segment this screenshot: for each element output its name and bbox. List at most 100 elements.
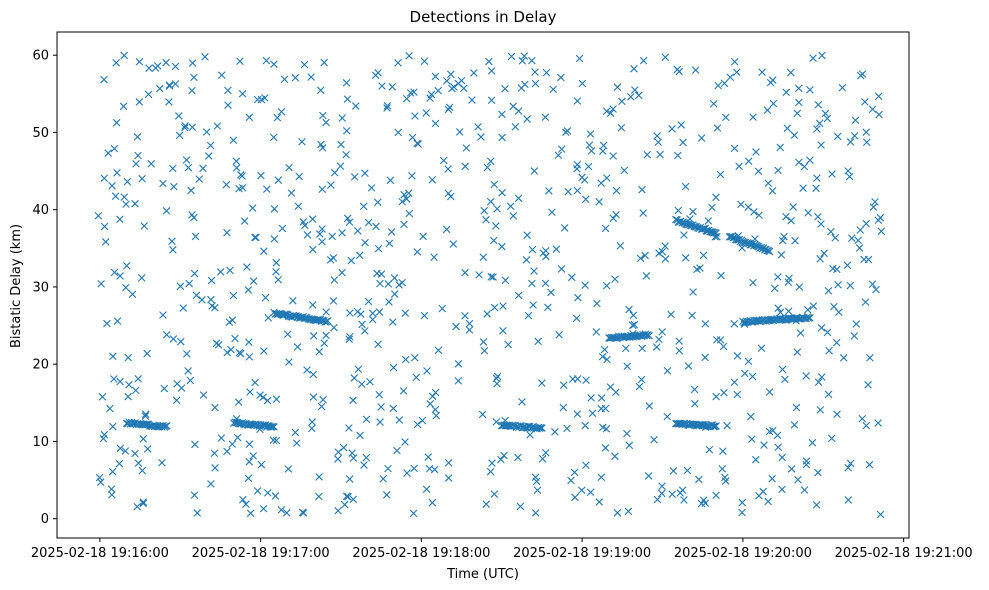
detection-point — [123, 177, 132, 186]
detection-point — [216, 268, 225, 276]
detection-point — [298, 137, 306, 146]
detection-point — [461, 162, 469, 171]
detection-point — [688, 311, 696, 320]
detection-point — [581, 421, 590, 430]
detection-point — [769, 426, 777, 435]
detection-point — [236, 57, 244, 66]
detection-point — [270, 60, 278, 69]
detection-point — [444, 189, 453, 198]
detection-point — [823, 114, 832, 123]
detection-point — [654, 138, 663, 147]
detection-point — [413, 420, 422, 429]
detection-point — [530, 267, 538, 275]
detection-point — [744, 203, 753, 211]
detection-point — [653, 132, 661, 140]
detection-point — [188, 86, 196, 95]
detection-point — [691, 399, 699, 408]
detection-point — [143, 445, 152, 453]
detection-point — [244, 474, 253, 483]
detection-point — [627, 93, 635, 101]
detection-point — [385, 239, 394, 248]
detection-point — [814, 212, 822, 221]
detection-point — [751, 455, 760, 464]
detection-point — [813, 174, 821, 182]
detection-point — [445, 103, 454, 112]
detection-point — [551, 428, 559, 436]
detection-point — [691, 66, 700, 74]
detection-point — [334, 506, 342, 515]
detection-point — [162, 58, 170, 67]
detection-point — [245, 457, 254, 466]
detection-point — [110, 268, 119, 277]
detection-point — [245, 113, 254, 122]
detection-point — [874, 216, 883, 225]
detection-point — [406, 89, 415, 97]
detection-point — [320, 339, 329, 348]
detection-point — [514, 453, 522, 462]
detection-point — [322, 118, 330, 127]
detection-point — [769, 99, 778, 108]
detection-point — [844, 463, 852, 472]
detection-point — [240, 217, 249, 225]
detection-point — [432, 411, 441, 420]
detection-point — [120, 193, 129, 201]
detection-point — [260, 347, 268, 355]
detection-point — [176, 282, 185, 291]
detection-point — [261, 293, 270, 302]
detection-point — [368, 315, 377, 324]
y-tick-label: 10 — [32, 435, 49, 450]
detection-point — [828, 170, 836, 178]
detection-point — [776, 143, 785, 152]
detection-point — [487, 96, 496, 105]
detection-point — [259, 393, 267, 401]
detection-point — [783, 124, 792, 133]
detection-point — [234, 398, 243, 406]
detection-point — [564, 187, 572, 196]
detection-point — [597, 473, 606, 482]
detection-point — [642, 331, 651, 340]
detection-point — [447, 70, 455, 79]
detection-point — [695, 475, 703, 484]
detection-point — [100, 222, 109, 231]
detection-point — [778, 365, 787, 374]
detection-point — [345, 335, 354, 344]
detection-point — [373, 269, 381, 278]
detection-point — [785, 274, 793, 283]
detection-point — [259, 504, 268, 513]
detection-point — [160, 384, 169, 393]
detection-point — [538, 379, 546, 387]
detection-point — [141, 410, 150, 418]
detection-point — [661, 242, 669, 250]
detection-point — [263, 396, 272, 405]
detection-point — [345, 475, 354, 483]
detection-point — [350, 374, 359, 382]
detection-point — [343, 214, 352, 223]
detection-point — [212, 339, 221, 348]
detection-point — [245, 338, 253, 346]
detection-point — [752, 148, 760, 156]
detection-point — [712, 193, 720, 202]
detection-point — [113, 169, 121, 177]
detection-point — [318, 225, 326, 233]
detection-point — [488, 459, 496, 467]
detection-point — [217, 434, 226, 442]
detection-point — [470, 69, 478, 77]
detection-point — [455, 128, 464, 136]
detection-point — [162, 330, 171, 339]
detection-point — [795, 98, 803, 107]
detection-point — [612, 210, 620, 219]
detection-point — [643, 150, 652, 159]
detection-point — [179, 304, 188, 312]
detection-point — [295, 172, 304, 181]
detection-point — [599, 147, 607, 155]
detection-point — [232, 157, 241, 166]
detection-point — [140, 222, 149, 230]
detection-point — [689, 288, 697, 296]
detection-point — [133, 133, 142, 141]
detection-point — [737, 200, 745, 209]
detection-point — [198, 296, 206, 304]
detection-point — [560, 224, 569, 232]
detection-point — [674, 206, 683, 215]
detection-point — [280, 75, 289, 84]
detection-point — [414, 140, 422, 148]
